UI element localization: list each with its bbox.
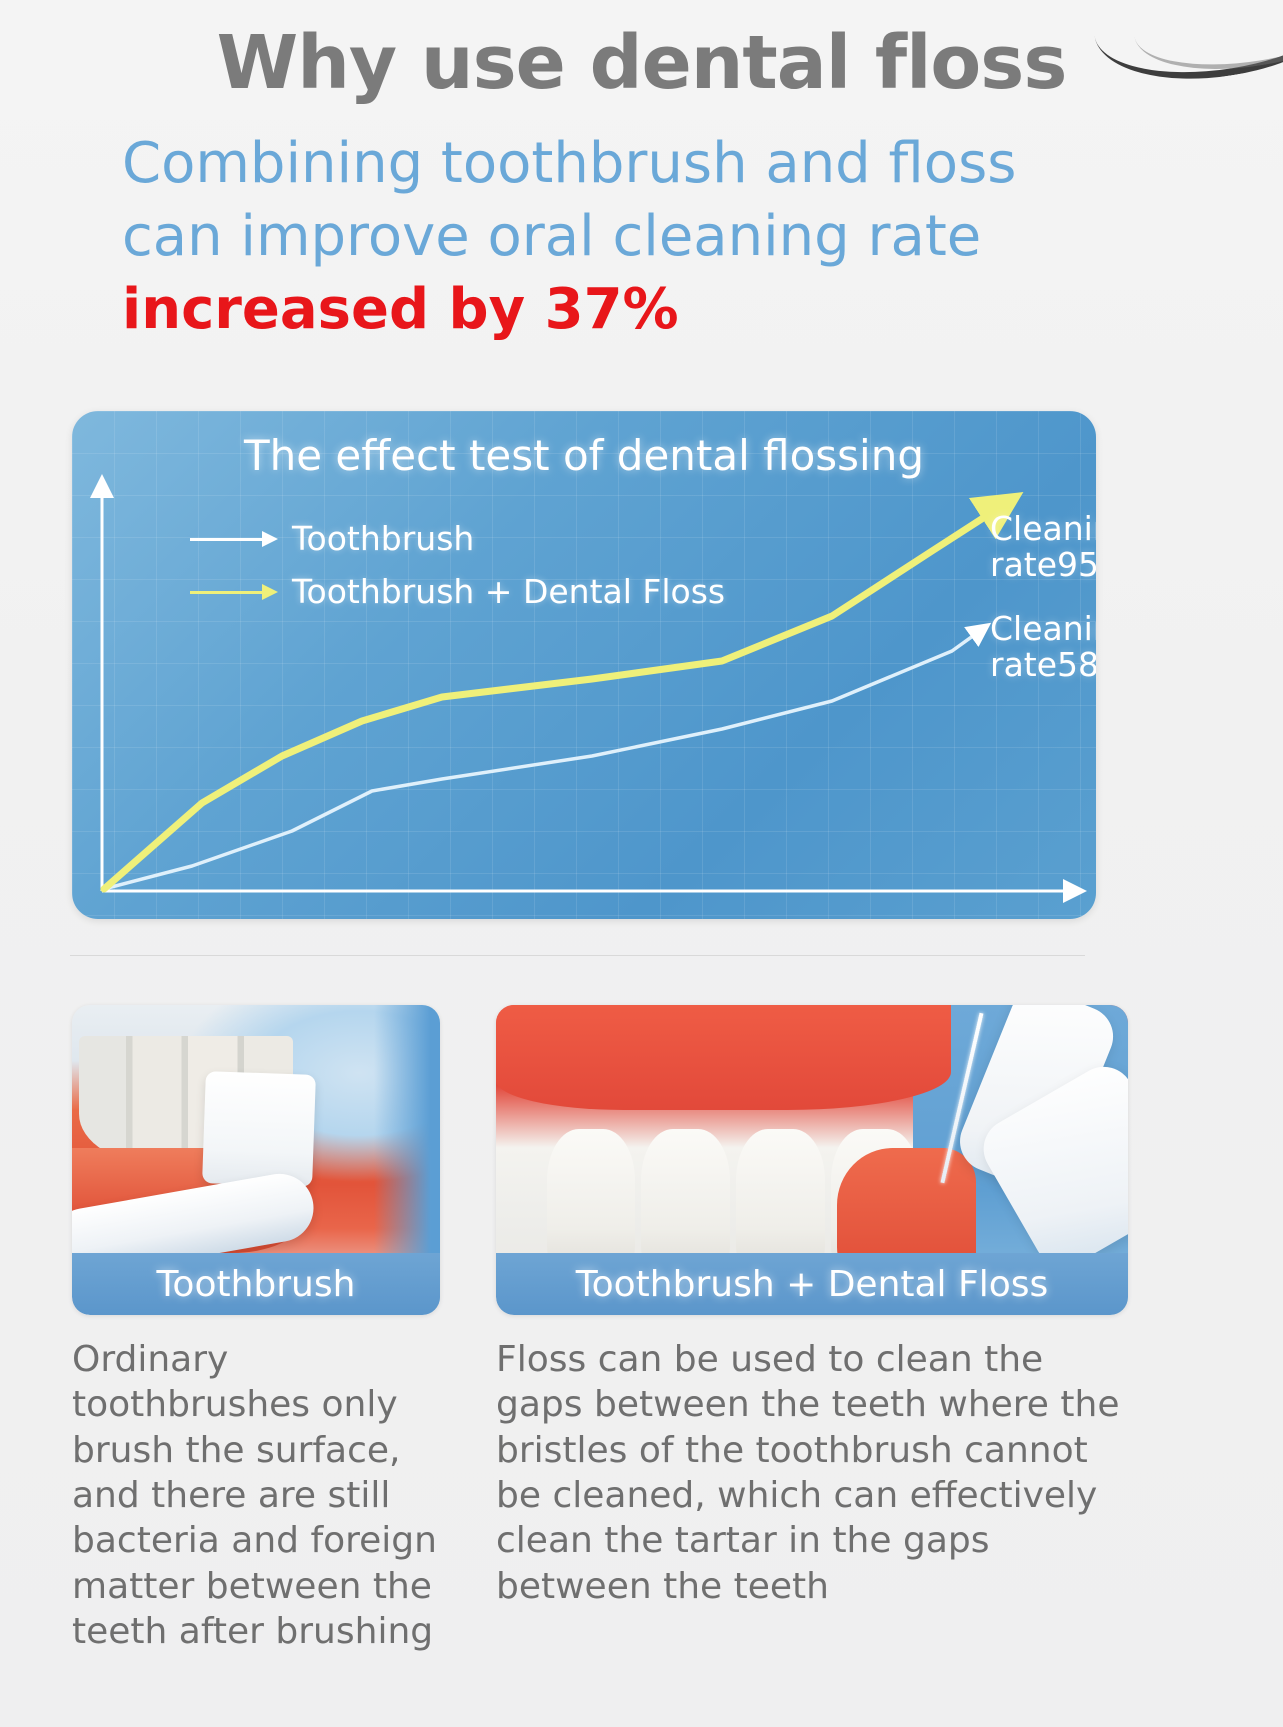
page-title: Why use dental floss [216,20,1068,106]
arrow-right-icon [190,529,280,549]
series-line-toothbrush-floss [100,492,1024,893]
chart-legend: Toothbrush Toothbrush + Dental Floss [190,519,725,625]
arrow-right-icon [190,582,280,602]
annotation-cleaning-rate-95: Cleaning rate95% [990,511,1096,582]
legend-label-toothbrush: Toothbrush [292,519,475,558]
annotation-cleaning-rate-58: Cleaning rate58% [990,611,1096,682]
body-text-toothbrush-floss: Floss can be used to clean the gaps betw… [496,1339,1120,1607]
tooth-shape [736,1129,825,1272]
tooth-shape [641,1129,730,1272]
section-divider [70,955,1085,956]
toothbrush-head-shape [202,1071,317,1187]
column-toothbrush-floss: Toothbrush + Dental Floss Floss can be u… [496,1005,1128,1655]
comparison-columns: Toothbrush Ordinary toothbrushes only br… [0,1005,1283,1655]
series-line-toothbrush [102,622,992,891]
legend-label-toothbrush-floss: Toothbrush + Dental Floss [292,572,726,611]
chart-title: The effect test of dental flossing [243,431,925,480]
effect-test-chart-card: The effect test of dental flossing Tooth… [72,411,1096,919]
page-subtitle: Combining toothbrush and floss can impro… [122,128,1102,346]
subtitle-lead-text: Combining toothbrush and floss can impro… [122,131,1017,269]
annotation-58-line1: Cleaning [990,609,1096,648]
upper-gum-shape [496,1005,952,1111]
line-chart-plot [90,474,1087,903]
column-toothbrush: Toothbrush Ordinary toothbrushes only br… [72,1005,440,1655]
annotation-95-line1: Cleaning [990,509,1096,548]
subtitle-highlight-text: increased by 37% [122,276,679,342]
annotation-95-line2: rate95% [990,544,1096,584]
tooth-shape [546,1129,636,1272]
teeth-toothbrush-photo: Toothbrush [72,1005,440,1315]
teeth-floss-pick-photo: Toothbrush + Dental Floss [496,1005,1128,1315]
annotation-58-line2: rate58% [990,644,1096,684]
legend-item-toothbrush: Toothbrush [190,519,725,558]
body-text-toothbrush: Ordinary toothbrushes only brush the sur… [72,1339,437,1653]
caption-toothbrush-floss: Toothbrush + Dental Floss [496,1253,1128,1315]
caption-toothbrush: Toothbrush [72,1253,440,1315]
legend-item-toothbrush-floss: Toothbrush + Dental Floss [190,572,725,611]
